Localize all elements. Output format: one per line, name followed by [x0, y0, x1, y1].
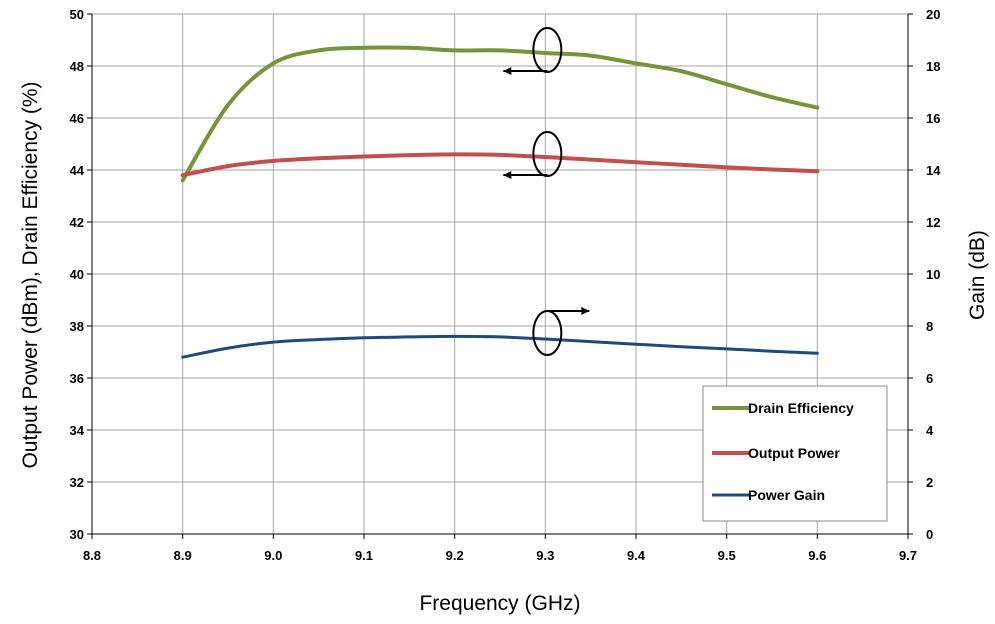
y-right-tick-label: 10 — [926, 267, 940, 282]
y-left-tick-label: 46 — [70, 111, 84, 126]
y-right-tick-label: 14 — [926, 163, 941, 178]
indicator-power-gain — [532, 307, 590, 356]
indicator-arrow-head — [581, 307, 590, 315]
indicator-arrow-head — [503, 171, 512, 179]
y-left-tick-label: 42 — [70, 215, 84, 230]
indicator-ellipse — [532, 27, 563, 73]
y-left-tick-label: 40 — [70, 267, 84, 282]
x-axis-title: Frequency (GHz) — [419, 592, 580, 615]
series-line-power-gain — [181, 334, 819, 359]
y-left-tick-label: 38 — [70, 319, 84, 334]
indicator-arrow-head — [503, 67, 512, 75]
indicator-ellipse — [532, 310, 563, 356]
series-layer — [180, 45, 820, 359]
y-right-tick-label: 18 — [926, 59, 940, 74]
series-line-output-power — [180, 152, 820, 178]
y-right-tick-label: 6 — [926, 371, 933, 386]
x-tick-label: 9.3 — [536, 548, 554, 563]
y-right-tick-label: 2 — [926, 475, 933, 490]
x-tick-label: 9.2 — [446, 548, 464, 563]
y-left-tick-label: 50 — [70, 7, 84, 22]
x-tick-label: 8.8 — [83, 548, 101, 563]
y-left-tick-label: 30 — [70, 527, 84, 542]
axes: 8.8 8.9 9.0 9.1 9.2 9.3 9.4 9.5 9.6 9.7 30 32 34 36 38… — [70, 7, 942, 563]
y-left-tick-label: 34 — [70, 423, 85, 438]
x-tick-label: 9.7 — [899, 548, 917, 563]
x-tick-label: 9.6 — [808, 548, 826, 563]
legend-label-power-gain: Power Gain — [748, 487, 825, 503]
legend-label-drain-efficiency: Drain Efficiency — [748, 400, 854, 416]
indicator-output-power — [503, 131, 563, 179]
x-tick-label: 9.5 — [718, 548, 736, 563]
indicator-ellipse — [532, 131, 563, 177]
y-right-tick-label: 0 — [926, 527, 933, 542]
y-left-tick-label: 32 — [70, 475, 84, 490]
series-line-drain-efficiency — [180, 45, 820, 183]
y-axis-right-title: Gain (dB) — [966, 230, 989, 320]
y-left-tick-label: 36 — [70, 371, 84, 386]
y-right-tick-label: 12 — [926, 215, 940, 230]
annotation-layer — [503, 27, 590, 356]
y-right-tick-label: 4 — [926, 423, 934, 438]
x-tick-label: 9.0 — [264, 548, 282, 563]
y-right-tick-label: 16 — [926, 111, 940, 126]
x-tick-label: 8.9 — [174, 548, 192, 563]
y-left-tick-label: 48 — [70, 59, 84, 74]
x-tick-label: 9.1 — [355, 548, 373, 563]
x-tick-label: 9.4 — [627, 548, 646, 563]
y-right-tick-label: 8 — [926, 319, 933, 334]
y-right-tick-label: 20 — [926, 7, 940, 22]
y-axis-left-title: Output Power (dBm), Drain Efficiency (%) — [19, 81, 42, 468]
indicator-drain-efficiency — [503, 27, 563, 75]
legend: Drain Efficiency Output Power Power Gain — [702, 385, 888, 522]
y-left-tick-label: 44 — [70, 163, 85, 178]
legend-label-output-power: Output Power — [748, 445, 840, 461]
